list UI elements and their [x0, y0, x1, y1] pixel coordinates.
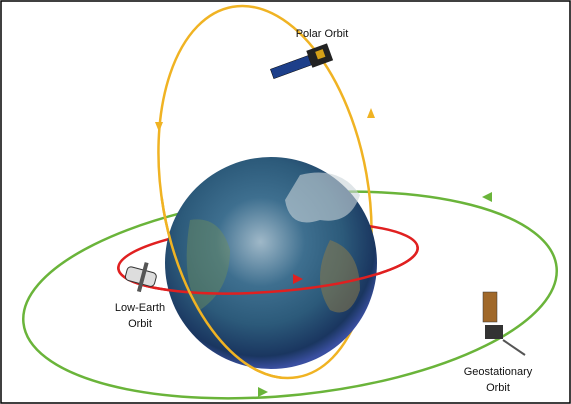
leo-label: Orbit: [128, 318, 152, 330]
land: [320, 240, 360, 313]
arrow: [155, 122, 163, 132]
geo-label: Geostationary: [464, 366, 533, 378]
geo-label: Orbit: [486, 382, 510, 394]
polar-satellite: [270, 43, 334, 79]
arrow: [367, 108, 375, 118]
land: [186, 219, 230, 310]
cloud: [285, 172, 360, 223]
arrow: [258, 387, 268, 397]
polar-label: Polar Orbit: [296, 28, 349, 40]
polar-orbit-front: [157, 182, 288, 380]
arrow: [293, 274, 303, 284]
leo-satellite: [124, 262, 157, 293]
arrow: [482, 192, 492, 202]
leo-orbit-front: [117, 234, 419, 295]
leo-label: Low-Earth: [115, 302, 165, 314]
geo-satellite: [482, 291, 526, 356]
